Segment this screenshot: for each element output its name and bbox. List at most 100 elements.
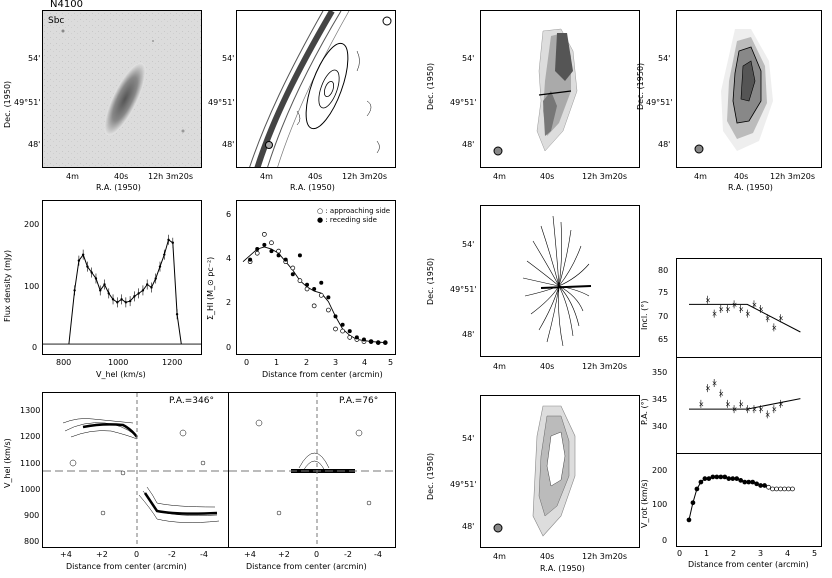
vrot-tick-200: 200: [652, 466, 668, 475]
moment-map-panel-2: [676, 10, 822, 168]
incl-tick-75: 75: [658, 288, 669, 297]
rotation-curve-point: [742, 479, 748, 485]
dec-tick-51-c: 49°51': [450, 98, 477, 107]
moment0-map: [493, 28, 578, 156]
rotation-curve-point: [710, 474, 716, 480]
surface-density-panel: ○ : approaching side ● : receding side: [236, 200, 396, 355]
receding-point: [262, 242, 267, 247]
profile-point: [175, 313, 179, 316]
approaching-point: [318, 292, 324, 298]
vrot-tick-0: 0: [662, 536, 668, 545]
model-point: ×: [771, 324, 777, 332]
pa-minor-label: P.A.=76°: [339, 396, 379, 406]
incl-panel: × × × × × × × × × × × ×: [676, 258, 822, 358]
model-point: ×: [745, 310, 751, 318]
profile-point: [167, 238, 170, 241]
rotation-curve-point: [714, 474, 720, 480]
pv-right-xtick-0: +4: [244, 550, 256, 559]
legend-approaching-label: : approaching side: [325, 207, 391, 215]
approaching-point: [340, 328, 345, 334]
incl-tick-70: 70: [658, 312, 669, 321]
ra-tick-4m-e: 4m: [493, 362, 506, 371]
morph-type: Sbc: [48, 16, 65, 26]
profile-point: [99, 289, 102, 292]
ra-tick-40s-f: 40s: [540, 552, 555, 561]
vrot-xtick-2: 2: [731, 549, 737, 558]
model-point: ×: [705, 296, 711, 304]
dec-tick-48-d: 48': [658, 140, 671, 149]
model-line: [689, 303, 801, 333]
dec-tick-51: 49°51': [14, 98, 41, 107]
spectrum-xlabel: V_hel (km/s): [96, 370, 146, 379]
pv-ytick-1100: 1100: [20, 459, 41, 468]
approaching-point: [276, 248, 281, 254]
ra-tick-12h-d: 12h 3m20s: [770, 172, 816, 181]
profile-point: [150, 286, 153, 289]
global-profile-chart: [43, 234, 201, 345]
profile-point: [141, 289, 145, 292]
position-angle-chart: ×××××××× × ××××: [689, 378, 801, 419]
ra-tick-12h-b: 12h 3m20s: [342, 172, 388, 181]
rotation-curve-point: [746, 479, 752, 485]
sd-ytick-6: 6: [226, 210, 232, 219]
ra-tick-40s-b: 40s: [308, 172, 323, 181]
spectrum-ylabel: Flux density (mJy): [3, 249, 12, 322]
ra-tick-12h: 12h 3m20s: [148, 172, 194, 181]
model-point: ×: [698, 400, 704, 408]
pv-left-xlabel: Distance from center (arcmin): [66, 562, 187, 571]
sd-xtick-0: 0: [244, 358, 250, 367]
rotation-curve-point: [690, 500, 696, 506]
model-point: ×: [751, 301, 757, 309]
pa-major-label: P.A.=346°: [169, 396, 214, 406]
receding-point: [376, 340, 381, 345]
ra-tick-40s-c: 40s: [540, 172, 555, 181]
rotation-curve-point: [766, 484, 771, 490]
receding-point: [248, 257, 253, 262]
ra-axis-label-4: R.A. (1950): [728, 183, 773, 192]
dec-tick-48-c: 48': [462, 140, 475, 149]
approaching-point: [347, 335, 353, 340]
incl-tick-80: 80: [658, 266, 669, 275]
dec-axis-label-1: Dec. (1950): [3, 80, 12, 128]
model-point: ×: [778, 315, 784, 323]
sd-xtick-3: 3: [333, 358, 339, 367]
surface-density-chart: [242, 231, 388, 345]
rotation-curve-point: [686, 517, 692, 523]
model-point: ×: [718, 390, 724, 398]
model-point: ×: [718, 306, 724, 314]
dec-tick-51-d: 49°51': [646, 98, 673, 107]
rotation-curve-point: [774, 486, 779, 492]
moment0-panel: [480, 10, 640, 168]
receding-point: [326, 295, 331, 300]
sd-ytick-2: 2: [226, 298, 232, 307]
model-point: ×: [712, 379, 718, 387]
ra-tick-4m-c: 4m: [493, 172, 506, 181]
rotation-curve-point: [734, 476, 740, 481]
receding-point: [290, 272, 295, 277]
approaching-point: [290, 265, 296, 271]
inclination-chart: ××× ×××××××××: [689, 295, 801, 333]
vrot-tick-100: 100: [652, 500, 668, 509]
rotation-curve-point: [770, 486, 775, 492]
dec-tick-54-f: 54': [462, 434, 475, 443]
rotation-curve-point: [706, 476, 712, 481]
incl-ylabel: Incl. (°): [640, 300, 649, 330]
receding-point: [255, 247, 260, 252]
sd-xtick-1: 1: [274, 358, 280, 367]
ra-tick-4m-f: 4m: [493, 552, 506, 561]
approaching-point: [269, 240, 274, 246]
dec-tick-48-f: 48': [462, 522, 475, 531]
rotation-curve-point: [738, 478, 744, 483]
model-point: ×: [725, 306, 731, 314]
dec-tick-54: 54': [28, 54, 41, 63]
rotation-curve-point: [718, 474, 724, 480]
receding-point: [340, 322, 345, 327]
profile-point: [145, 283, 149, 286]
pv-major-diagram: [43, 393, 228, 547]
model-point: ×: [765, 411, 771, 419]
optical-image-panel: Sbc: [42, 10, 202, 168]
ra-axis-label-1: R.A. (1950): [96, 183, 141, 192]
sd-ytick-0: 0: [226, 343, 232, 352]
receding-point: [354, 335, 359, 340]
rotation-curve-point: [778, 486, 783, 492]
